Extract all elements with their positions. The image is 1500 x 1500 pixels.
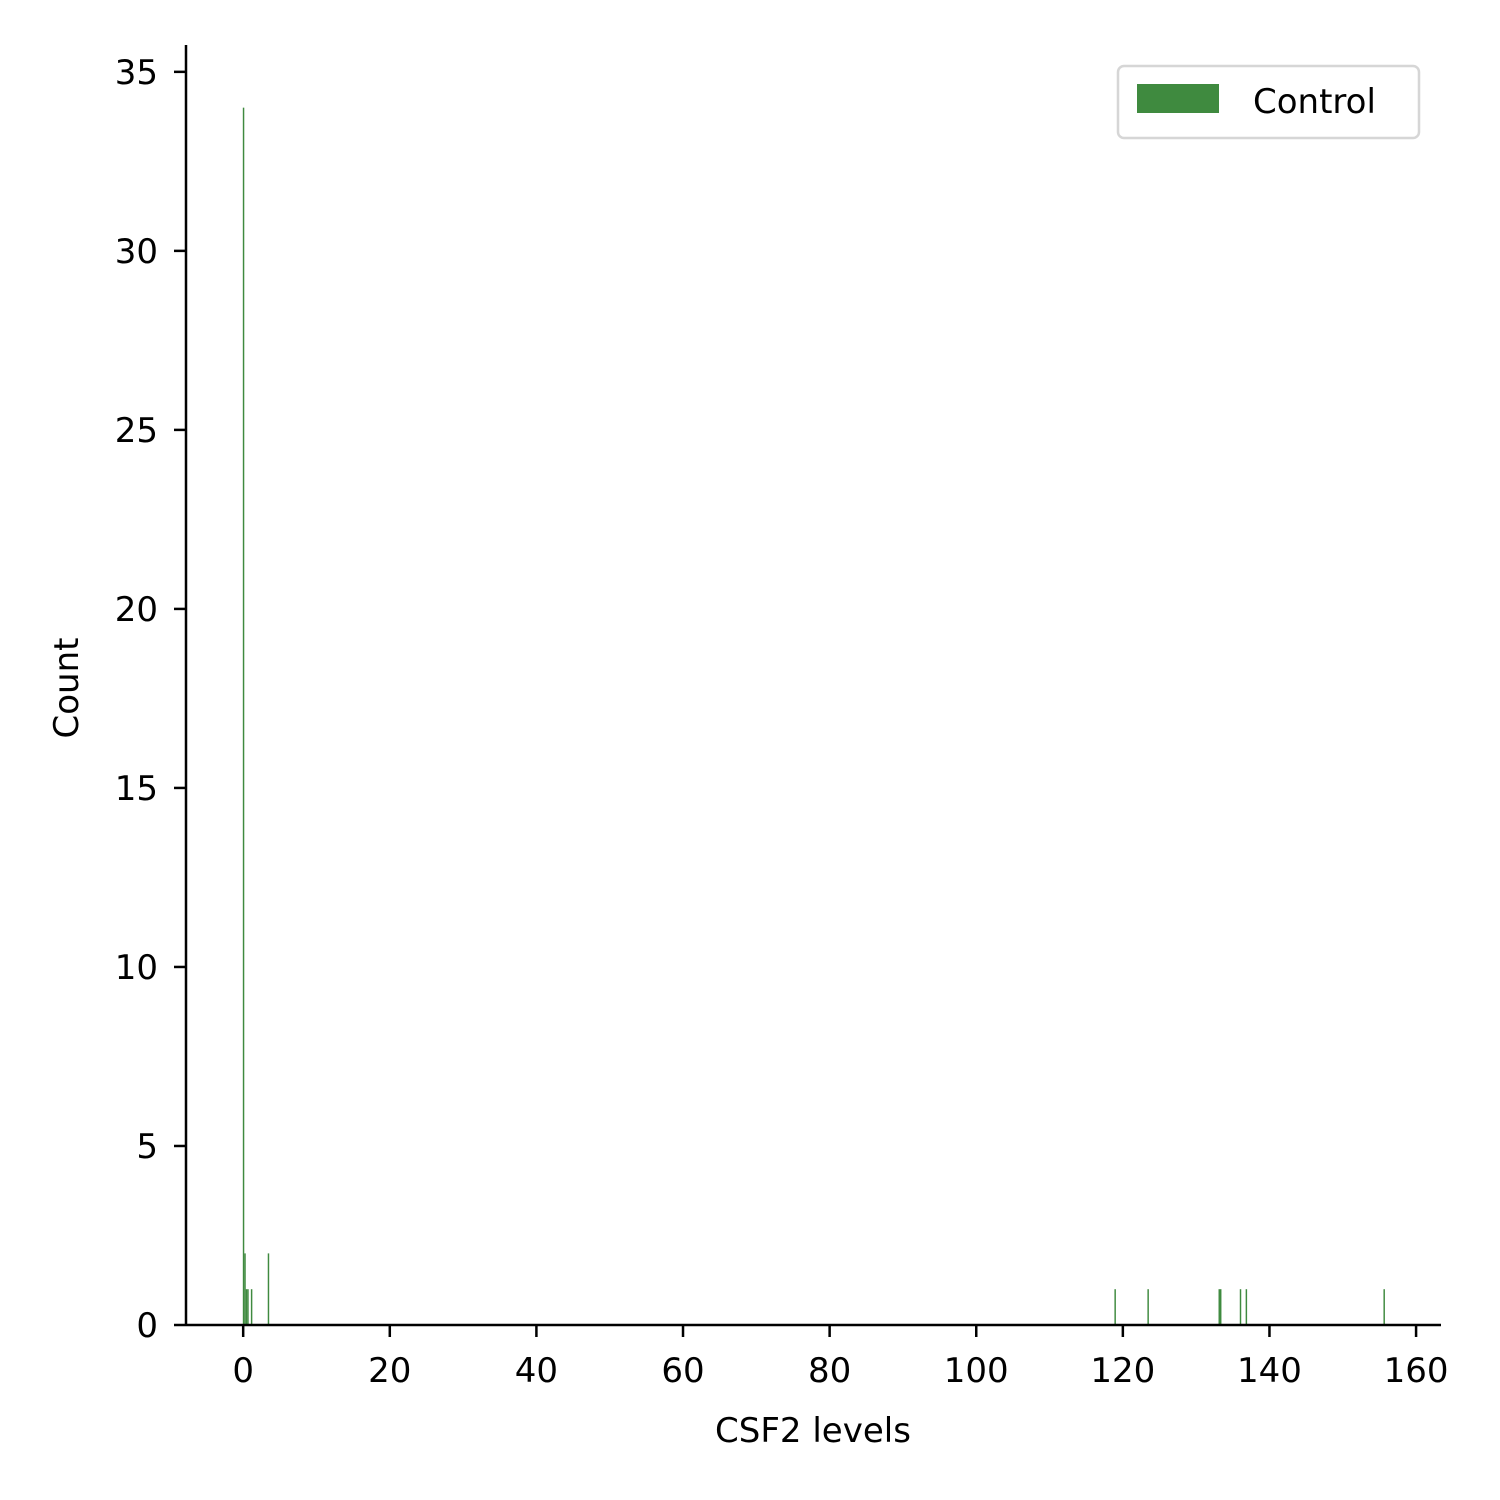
x-tick-label: 0 xyxy=(232,1351,254,1391)
y-axis-title: Count xyxy=(47,638,87,739)
y-tick-label: 35 xyxy=(115,53,158,93)
y-tick-label: 0 xyxy=(136,1306,158,1346)
histogram-bar xyxy=(1239,1289,1242,1325)
histogram-bar xyxy=(1383,1289,1385,1325)
histogram-bar xyxy=(250,1289,253,1325)
histogram-bar xyxy=(1147,1289,1149,1325)
y-tick-label: 30 xyxy=(115,232,158,272)
x-tick-label: 140 xyxy=(1237,1351,1302,1391)
legend-swatch-control xyxy=(1137,84,1219,113)
x-axis-ticks: 0 20 40 60 80 100 120 140 160 xyxy=(232,1325,1449,1391)
x-tick-label: 60 xyxy=(661,1351,704,1391)
y-tick-label: 25 xyxy=(115,411,158,451)
x-tick-label: 80 xyxy=(808,1351,851,1391)
x-tick-label: 40 xyxy=(515,1351,558,1391)
x-tick-label: 120 xyxy=(1090,1351,1155,1391)
x-axis-title: CSF2 levels xyxy=(715,1411,911,1451)
legend: Control xyxy=(1116,64,1421,140)
y-tick-label: 15 xyxy=(115,769,158,809)
bars-group xyxy=(242,107,1385,1325)
histogram-bar xyxy=(1218,1289,1220,1325)
legend-label-control: Control xyxy=(1253,82,1376,122)
x-tick-label: 160 xyxy=(1384,1351,1449,1391)
y-axis-ticks: 0 5 10 15 20 25 30 35 xyxy=(115,53,186,1346)
histogram-bar xyxy=(1245,1289,1248,1325)
x-tick-label: 20 xyxy=(368,1351,411,1391)
histogram-bar xyxy=(1114,1289,1116,1325)
y-tick-label: 20 xyxy=(115,590,158,630)
x-tick-label: 100 xyxy=(944,1351,1009,1391)
histogram-bar xyxy=(247,1289,249,1325)
histogram-bar xyxy=(267,1253,270,1325)
histogram-bar xyxy=(245,1289,248,1325)
histogram-bar xyxy=(1219,1289,1222,1325)
y-tick-label: 10 xyxy=(115,948,158,988)
y-tick-label: 5 xyxy=(136,1127,158,1167)
histogram-bar xyxy=(244,1253,246,1325)
histogram-bar xyxy=(242,107,245,1325)
